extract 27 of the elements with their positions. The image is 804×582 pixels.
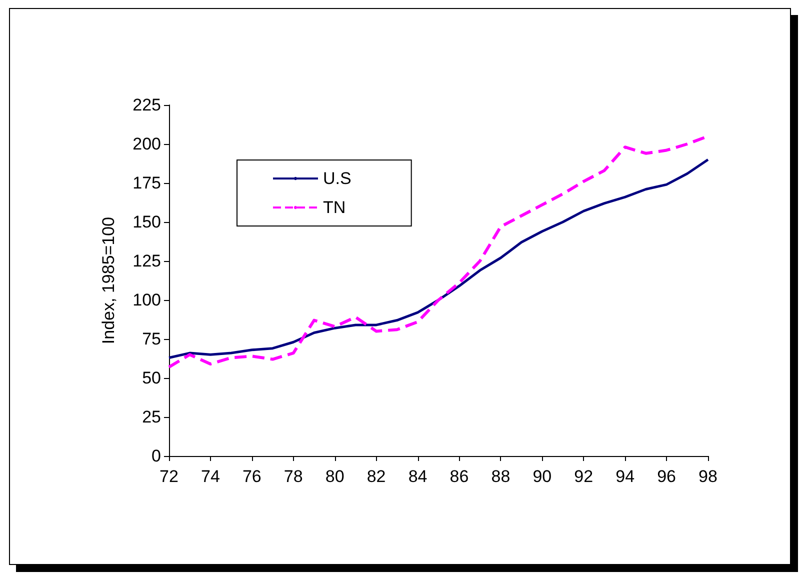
- x-tick-label: 82: [366, 467, 386, 486]
- x-tick-label: 98: [698, 467, 718, 486]
- x-tick-label: 90: [532, 467, 552, 486]
- x-tick-label: 84: [408, 467, 428, 486]
- legend-label: TN: [323, 198, 346, 217]
- y-tick-label: 100: [132, 290, 161, 310]
- y-tick-label: 150: [132, 212, 161, 232]
- x-tick-label: 80: [325, 467, 344, 486]
- y-tick-label: 50: [142, 368, 161, 388]
- x-tick-label: 96: [657, 467, 676, 486]
- y-tick-label: 225: [132, 96, 161, 114]
- x-tick-label: 88: [491, 467, 510, 486]
- x-tick-label: 94: [616, 467, 635, 486]
- y-axis-title: Index, 1985=100: [99, 216, 118, 344]
- y-tick-label: 200: [132, 134, 161, 154]
- x-tick-label: 72: [160, 467, 178, 486]
- x-tick-label: 76: [242, 467, 262, 486]
- x-tick-label: 78: [284, 467, 303, 486]
- x-tick-label: 86: [450, 467, 469, 486]
- y-tick-label: 125: [132, 252, 161, 270]
- legend-label: U.S: [323, 169, 352, 188]
- y-tick-label: 25: [142, 408, 161, 426]
- x-tick-label: 92: [574, 467, 594, 486]
- y-tick-label: 175: [132, 174, 161, 192]
- y-tick-label: 0: [152, 446, 161, 466]
- y-tick-label: 75: [142, 330, 161, 348]
- x-tick-label: 74: [201, 467, 220, 486]
